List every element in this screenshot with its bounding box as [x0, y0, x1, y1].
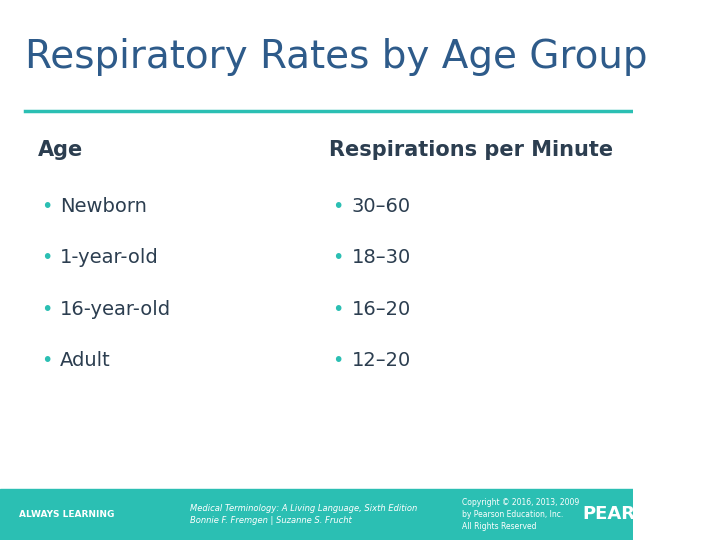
Text: •: • — [333, 351, 343, 370]
Text: 16-year-old: 16-year-old — [60, 300, 171, 319]
Text: Age: Age — [38, 140, 84, 160]
Text: •: • — [41, 248, 53, 267]
Text: 18–30: 18–30 — [351, 248, 410, 267]
Text: •: • — [333, 248, 343, 267]
Text: •: • — [333, 300, 343, 319]
Text: Medical Terminology: A Living Language, Sixth Edition
Bonnie F. Fremgen | Suzann: Medical Terminology: A Living Language, … — [190, 504, 417, 525]
Text: 16–20: 16–20 — [351, 300, 410, 319]
Text: Newborn: Newborn — [60, 197, 147, 216]
Text: 1-year-old: 1-year-old — [60, 248, 159, 267]
Bar — [0, 489, 633, 540]
Text: •: • — [41, 351, 53, 370]
Text: •: • — [333, 197, 343, 216]
Text: PEARSON: PEARSON — [582, 505, 679, 523]
Text: Respiratory Rates by Age Group: Respiratory Rates by Age Group — [25, 38, 648, 76]
Text: 30–60: 30–60 — [351, 197, 410, 216]
Text: Adult: Adult — [60, 351, 111, 370]
Text: 12–20: 12–20 — [351, 351, 410, 370]
Text: ALWAYS LEARNING: ALWAYS LEARNING — [19, 510, 114, 519]
Text: •: • — [41, 197, 53, 216]
Text: •: • — [41, 300, 53, 319]
Text: Respirations per Minute: Respirations per Minute — [329, 140, 613, 160]
Text: Copyright © 2016, 2013, 2009
by Pearson Education, Inc.
All Rights Reserved: Copyright © 2016, 2013, 2009 by Pearson … — [462, 498, 580, 531]
